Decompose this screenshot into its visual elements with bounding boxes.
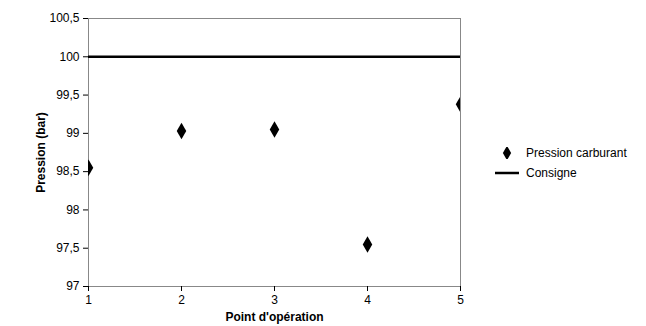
svg-text:3: 3 (271, 293, 278, 307)
svg-text:Point d'opération: Point d'opération (225, 310, 323, 324)
svg-text:5: 5 (457, 293, 464, 307)
svg-text:98: 98 (66, 203, 80, 217)
svg-text:97: 97 (66, 279, 80, 293)
svg-text:100: 100 (59, 50, 79, 64)
svg-text:97,5: 97,5 (56, 241, 80, 255)
svg-text:4: 4 (364, 293, 371, 307)
svg-text:98,5: 98,5 (56, 164, 80, 178)
svg-text:100,5: 100,5 (49, 11, 79, 25)
svg-text:2: 2 (178, 293, 185, 307)
html-text:Consigne: Consigne (526, 166, 577, 180)
svg-text:99,5: 99,5 (56, 88, 80, 102)
html-text:Pression carburant: Pression carburant (526, 146, 627, 160)
svg-text:99: 99 (66, 126, 80, 140)
svg-text:Pression (bar): Pression (bar) (34, 112, 48, 193)
svg-text:1: 1 (85, 293, 92, 307)
